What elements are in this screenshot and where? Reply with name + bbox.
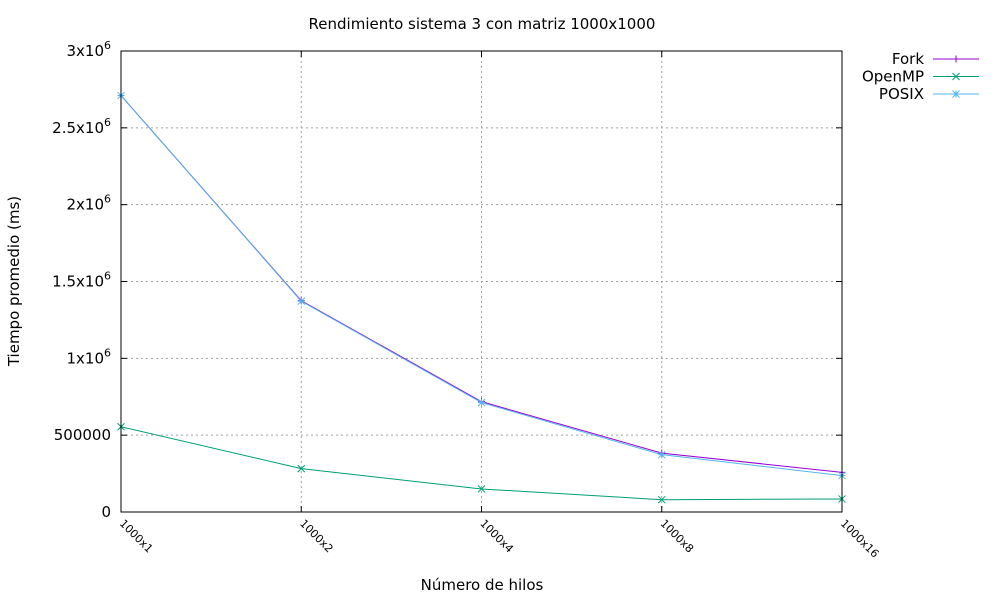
x-tick-label: 1000x8 [658, 517, 697, 556]
data-point-posix [297, 297, 306, 306]
axis-ticks [120, 50, 843, 513]
x-tick-labels: 1000x1 1000x2 1000x4 1000x8 1000x16 [117, 517, 881, 560]
y-tick-labels: 0 500000 1x106 1.5x106 2x106 2.5x106 3x106 [52, 39, 111, 521]
data-point-openmp [297, 464, 306, 473]
chart-title: Rendimiento sistema 3 con matriz 1000x10… [309, 15, 656, 33]
y-axis-label: Tiempo promedio (ms) [5, 196, 23, 367]
x-tick-label: 1000x16 [838, 517, 881, 560]
data-point-openmp [477, 485, 486, 493]
x-tick-label: 1000x1 [117, 517, 156, 556]
legend-label-openmp: OpenMP [862, 68, 924, 86]
legend-marker-fork [952, 55, 960, 63]
y-tick-label: 2.5x106 [52, 116, 111, 137]
y-tick-label: 1.5x106 [52, 270, 111, 291]
data-point-posix [657, 450, 666, 459]
x-axis-label: Número de hilos [421, 576, 544, 594]
series-lines [117, 91, 846, 504]
x-tick-label: 1000x4 [477, 517, 516, 556]
legend-marker-posix [952, 90, 960, 98]
y-tick-label: 1x106 [66, 346, 111, 367]
data-point-openmp [657, 495, 666, 504]
y-tick-label: 3x106 [66, 39, 111, 60]
legend-label-posix: POSIX [879, 85, 924, 103]
data-point-posix [477, 398, 486, 407]
x-tick-label: 1000x2 [297, 517, 336, 556]
legend-label-fork: Fork [892, 50, 924, 68]
grid [121, 51, 842, 512]
legend-marker-openmp [952, 72, 960, 81]
y-tick-label: 0 [101, 503, 111, 521]
y-tick-label: 500000 [54, 426, 111, 444]
y-tick-label: 2x106 [66, 193, 111, 214]
